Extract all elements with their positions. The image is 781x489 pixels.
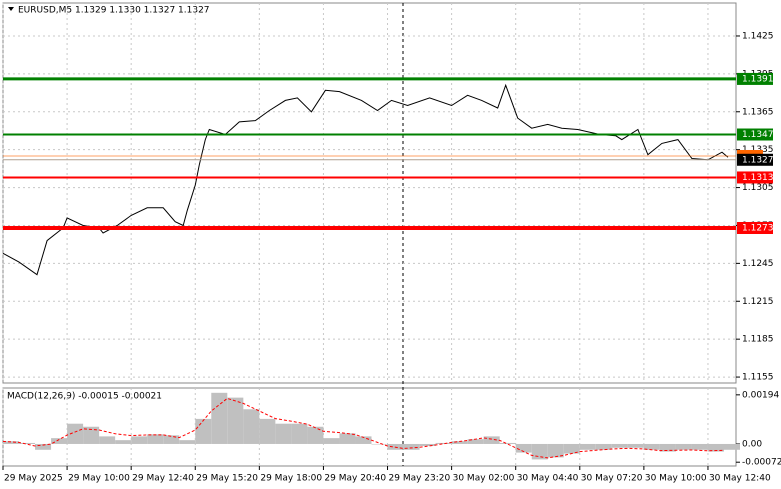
histogram-bar <box>659 443 676 452</box>
level-label: 1.1391 <box>742 74 774 84</box>
histogram-bar <box>451 441 468 444</box>
histogram-bar <box>355 436 372 444</box>
x-tick-label: 30 May 12:40 <box>709 474 771 484</box>
y-tick-label: 1.1185 <box>742 335 774 345</box>
y-tick-label: -0.00072 <box>742 458 781 468</box>
price-title: EURUSD,M5 1.1329 1.1330 1.1327 1.1327 <box>18 6 210 16</box>
histogram-bar <box>323 438 340 444</box>
x-tick-label: 29 May 20:40 <box>324 474 386 484</box>
histogram-bar <box>179 440 196 444</box>
histogram-bar <box>115 440 132 444</box>
level-label-box <box>737 72 773 85</box>
histogram-bar <box>163 435 180 444</box>
x-tick-label: 29 May 23:20 <box>389 474 451 484</box>
histogram-bar <box>227 397 244 444</box>
histogram-bar <box>195 418 212 444</box>
histogram-bar <box>403 443 420 450</box>
y-tick-label: 1.1155 <box>742 373 774 383</box>
histogram-bar <box>19 442 36 444</box>
level-label: 1.1347 <box>742 130 774 140</box>
y-tick-label: 0.00 <box>742 439 762 449</box>
x-tick-label: 29 May 15:20 <box>196 474 258 484</box>
histogram-bar <box>35 443 52 450</box>
x-tick-label: 30 May 10:00 <box>645 474 707 484</box>
x-tick-label: 30 May 04:40 <box>517 474 579 484</box>
histogram-bar <box>611 443 628 448</box>
histogram-bar <box>467 439 484 444</box>
histogram-bar <box>547 443 564 458</box>
x-tick-label: 29 May 10:00 <box>68 474 130 484</box>
histogram-bar <box>371 443 388 445</box>
histogram-bar <box>675 443 692 450</box>
x-tick-label: 29 May 18:00 <box>260 474 322 484</box>
y-tick-label: 0.00194 <box>742 390 779 400</box>
histogram-bar <box>707 443 724 452</box>
y-tick-label: 1.1365 <box>742 107 774 117</box>
histogram-bar <box>211 392 228 444</box>
histogram-bar <box>499 442 516 444</box>
ask-marker <box>737 149 763 156</box>
y-tick-label: 1.1425 <box>742 31 774 41</box>
histogram-bar <box>723 443 741 450</box>
histogram-bar <box>147 434 164 444</box>
level-label: 1.1327 <box>742 155 774 165</box>
x-tick-label: 30 May 07:20 <box>581 474 643 484</box>
macd-panel-frame <box>2 387 737 467</box>
macd-title: MACD(12,26,9) -0.00015 -0.00021 <box>7 392 162 402</box>
histogram-bar <box>51 438 68 444</box>
histogram-bar <box>307 426 324 444</box>
signal-line <box>2 397 725 459</box>
level-label-box <box>737 171 773 184</box>
level-label-box <box>737 221 773 234</box>
histogram-bar <box>99 436 116 444</box>
histogram-bar <box>435 442 452 444</box>
histogram-bar <box>643 443 660 450</box>
y-tick-label: 1.1305 <box>742 183 774 193</box>
histogram-bar <box>595 443 612 450</box>
price-line <box>2 83 729 276</box>
histogram-bar <box>131 436 148 444</box>
histogram-bar <box>515 443 532 453</box>
histogram-bar <box>627 443 644 448</box>
histogram-bar <box>691 443 708 450</box>
histogram-bar <box>259 418 276 444</box>
y-tick-label: 1.1215 <box>742 297 774 307</box>
histogram-bar <box>83 426 100 444</box>
histogram-bar <box>419 443 436 446</box>
histogram-bar <box>67 423 84 444</box>
histogram-bar <box>291 423 308 444</box>
histogram-bar <box>579 443 596 450</box>
histogram-bar <box>483 436 500 444</box>
level-label: 1.1313 <box>742 173 774 183</box>
histogram-bar <box>563 443 580 454</box>
x-tick-label: 29 May 12:40 <box>132 474 194 484</box>
level-label: 1.1273 <box>742 223 774 233</box>
level-label-box <box>737 153 773 166</box>
symbol-arrow <box>8 7 14 11</box>
y-tick-label: 1.1245 <box>742 259 774 269</box>
histogram-bar <box>243 409 260 444</box>
histogram-bar <box>3 441 20 444</box>
level-label-box <box>737 128 773 141</box>
histogram-bar <box>275 423 292 444</box>
x-tick-label: 30 May 02:00 <box>453 474 515 484</box>
x-tick-label: 29 May 2025 <box>4 474 63 484</box>
histogram-bar <box>339 433 356 444</box>
